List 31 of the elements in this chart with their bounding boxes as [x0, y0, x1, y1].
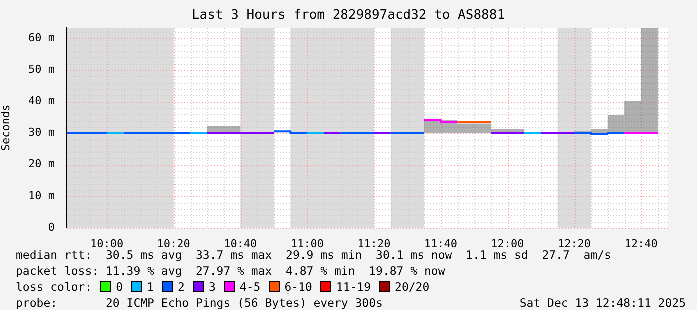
- x-tick-label: 10:20: [157, 237, 190, 250]
- x-tick-label: 11:20: [358, 237, 391, 250]
- legend-label: 4-5: [240, 280, 261, 294]
- y-tick-label: 60 m: [28, 31, 56, 44]
- text: Sat Dec 13 12:48:11 2025: [520, 295, 686, 310]
- x-tick-label: 12:20: [558, 237, 592, 250]
- x-tick-label: 10:40: [224, 237, 258, 250]
- legend-label: 3: [208, 280, 216, 294]
- text: probe: 20 ICMP Echo Pings (56 Bytes) every 300s: [16, 296, 383, 310]
- legend-label: 1: [147, 280, 154, 294]
- x-tick-label: 12:40: [624, 237, 658, 250]
- legend-label: 11-19: [336, 280, 372, 294]
- chart-title: Last 3 Hours from 2829897acd32 to AS8881: [190, 8, 506, 23]
- y-tick-label: 20 m: [28, 158, 56, 171]
- y-tick-label: 10 m: [28, 189, 56, 202]
- legend-label: 20/20: [395, 280, 430, 294]
- text: median rtt: 30.5 ms avg 33.7 ms max 29.9 ms min 30.1 ms now 1.1 ms sd 27.7 am/s: [16, 248, 612, 262]
- y-tick-label: 30 m: [28, 126, 56, 140]
- y-tick-label: 40 m: [28, 94, 56, 108]
- text: packet loss: 11.39 % avg 27.97 % max 4.87 % min 19.87 % now: [16, 263, 446, 279]
- legend-label: 6-10: [284, 280, 312, 294]
- legend-label: 2: [178, 280, 185, 294]
- y-tick-label: 50 m: [28, 62, 56, 76]
- x-tick-label: 10:00: [90, 237, 124, 250]
- x-tick-label: 11:40: [424, 237, 458, 250]
- x-tick-label: 12:00: [491, 237, 524, 250]
- legend-label: 0: [116, 280, 124, 294]
- y-axis-title: Seconds: [0, 104, 12, 152]
- y-tick-label: 0: [48, 220, 55, 234]
- legend-title: loss color:: [16, 280, 92, 294]
- x-tick-label: 11:00: [290, 237, 324, 250]
